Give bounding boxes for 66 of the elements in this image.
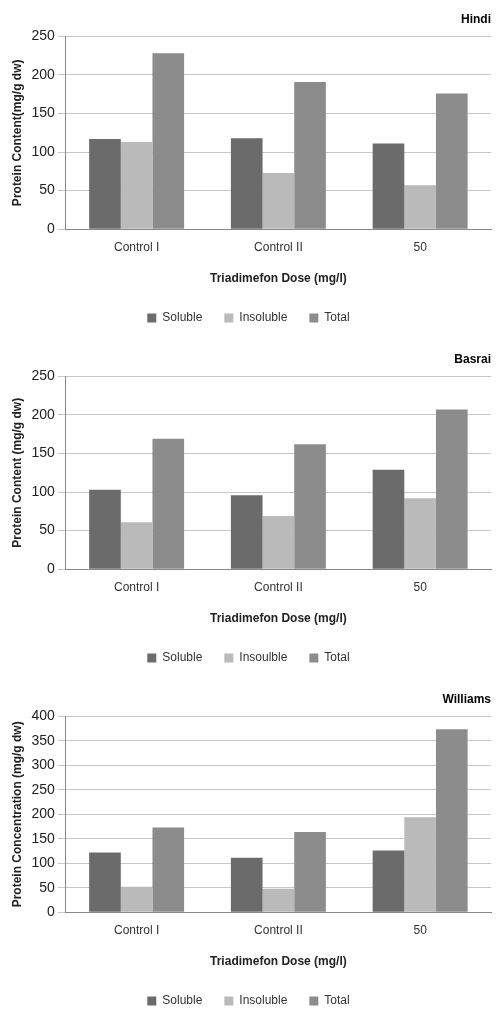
y-axis-title: Protein Content(mg/g dw)	[9, 59, 24, 207]
y-axis-title: Protein Concentration (mg/g dw)	[9, 721, 24, 908]
bar	[372, 469, 405, 569]
y-tick-label: 250	[31, 367, 55, 384]
bar	[120, 886, 153, 912]
x-tick-label: 50	[413, 922, 428, 937]
y-tick-label: 0	[46, 220, 55, 237]
legend-label: Soluble	[162, 993, 203, 1008]
legend-label: Insoluble	[239, 310, 288, 325]
x-tick-label: 50	[413, 579, 428, 594]
y-tick-label: 300	[31, 756, 55, 773]
legend-label: Soluble	[162, 650, 203, 665]
y-tick-label: 50	[39, 181, 55, 198]
y-tick-label: 50	[39, 521, 55, 538]
y-tick-label: 150	[31, 104, 55, 121]
chart-title: Hindi	[461, 11, 491, 26]
chart-title: Basrai	[454, 351, 491, 366]
x-axis-title: Triadimefon Dose (mg/l)	[210, 271, 347, 286]
y-tick-label: 200	[31, 65, 55, 82]
bar	[372, 143, 405, 229]
bar	[404, 185, 436, 229]
x-tick-label: 50	[413, 239, 428, 254]
bar	[120, 142, 153, 229]
bar	[262, 515, 295, 569]
legend-label: Total	[324, 993, 350, 1008]
y-tick-label: 50	[39, 878, 55, 895]
y-tick-label: 200	[31, 805, 55, 822]
x-tick-label: Control II	[254, 922, 303, 937]
bar	[230, 495, 263, 569]
y-tick-label: 150	[31, 444, 55, 461]
bar	[89, 138, 121, 229]
x-axis-title: Triadimefon Dose (mg/l)	[210, 611, 347, 626]
y-tick-label: 250	[31, 27, 55, 44]
x-tick-label: Control II	[254, 239, 303, 254]
chart-title: Williams	[442, 691, 492, 706]
x-tick-label: Control I	[113, 922, 160, 937]
y-tick-label: 0	[46, 903, 55, 920]
bar	[404, 498, 436, 569]
y-tick-label: 150	[31, 829, 55, 846]
legend-label: Insoulble	[239, 650, 288, 665]
bar	[89, 489, 121, 569]
bar	[230, 857, 263, 912]
y-tick-label: 250	[31, 780, 55, 797]
bar	[404, 817, 436, 912]
legend-label: Total	[324, 310, 350, 325]
legend-label: Soluble	[162, 310, 203, 325]
bar	[89, 852, 121, 912]
bar	[120, 522, 153, 569]
x-tick-label: Control II	[254, 579, 303, 594]
legend-label: Total	[324, 650, 350, 665]
legend-label: Insoluble	[239, 993, 288, 1008]
y-tick-label: 200	[31, 405, 55, 422]
x-tick-label: Control I	[113, 579, 160, 594]
y-tick-label: 100	[31, 482, 55, 499]
y-tick-label: 350	[31, 731, 55, 748]
bar	[262, 172, 295, 229]
y-tick-label: 100	[31, 142, 55, 159]
x-tick-label: Control I	[113, 239, 160, 254]
y-tick-label: 0	[46, 560, 55, 577]
y-tick-label: 100	[31, 854, 55, 871]
x-axis-title: Triadimefon Dose (mg/l)	[210, 954, 347, 969]
y-axis-title: Protein Content (mg/g dw)	[9, 397, 24, 548]
bar	[262, 888, 295, 912]
bar	[372, 850, 405, 912]
y-tick-label: 400	[31, 707, 55, 724]
bar	[230, 138, 263, 229]
